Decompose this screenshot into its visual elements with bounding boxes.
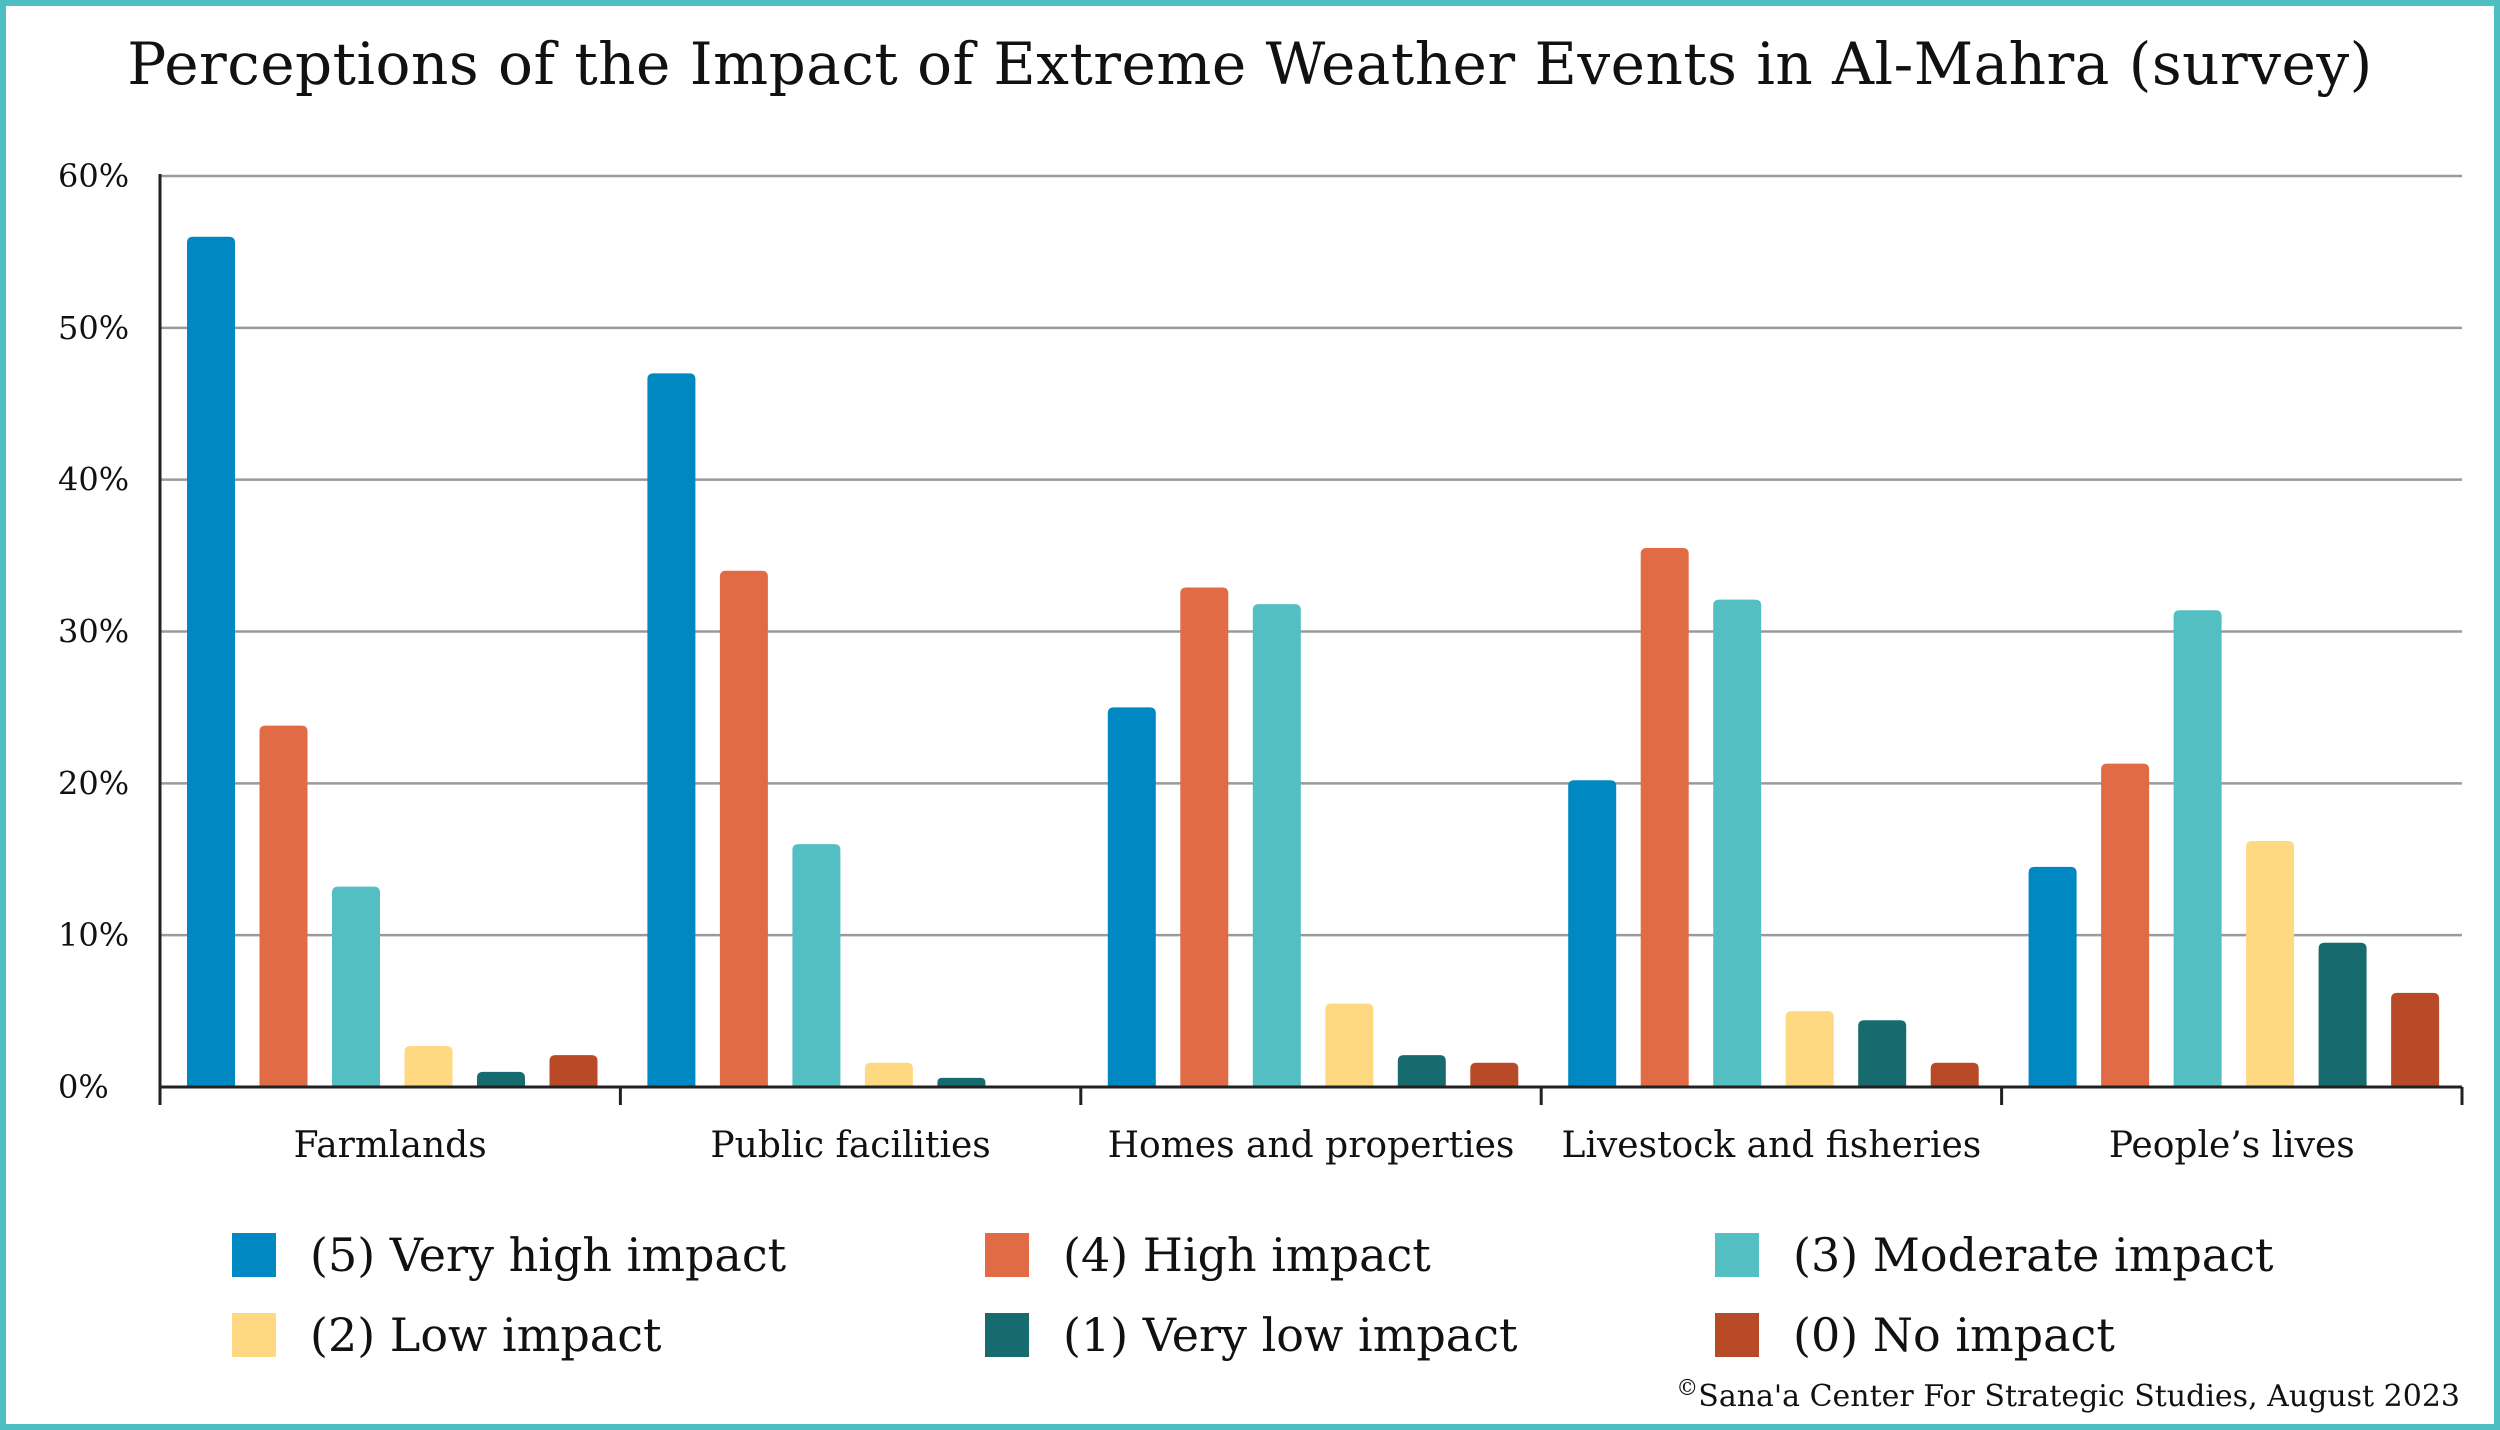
- y-tick-label: 40%: [58, 461, 129, 499]
- bar-livestock-and-fisheries-series-0: [1568, 780, 1617, 1087]
- bar-people-s-lives-series-4: [2318, 942, 2367, 1087]
- bar-public-facilities-series-4: [937, 1077, 986, 1087]
- bar-homes-and-properties-series-2: [1252, 604, 1301, 1087]
- bar-livestock-and-fisheries-series-5: [1930, 1062, 1979, 1087]
- bar-homes-and-properties-series-5: [1470, 1062, 1519, 1087]
- bar-public-facilities-series-1: [719, 570, 768, 1087]
- legend-label: (2) Low impact: [310, 1308, 662, 1362]
- bar-people-s-lives-series-0: [2028, 866, 2077, 1087]
- category-label: Public facilities: [710, 1125, 990, 1166]
- legend-swatch: [985, 1313, 1029, 1357]
- bar-people-s-lives-series-2: [2173, 610, 2222, 1087]
- y-tick-label: 30%: [58, 613, 129, 651]
- bar-homes-and-properties-series-4: [1397, 1055, 1446, 1087]
- bar-people-s-lives-series-1: [2101, 763, 2150, 1087]
- bar-livestock-and-fisheries-series-1: [1640, 547, 1689, 1087]
- legend-label: (4) High impact: [1063, 1228, 1431, 1282]
- copyright-symbol: ©: [1676, 1376, 1699, 1401]
- bar-farmlands-series-3: [404, 1046, 453, 1087]
- bar-people-s-lives-series-5: [2391, 992, 2440, 1087]
- category-label: People’s lives: [2109, 1125, 2355, 1166]
- legend-swatch: [985, 1233, 1029, 1277]
- legend-label: (3) Moderate impact: [1793, 1228, 2274, 1282]
- bar-farmlands-series-5: [549, 1055, 598, 1087]
- category-label: Livestock and fisheries: [1562, 1125, 1982, 1166]
- legend-swatch: [232, 1233, 276, 1277]
- legend-item: (5) Very high impact: [232, 1228, 787, 1282]
- bar-public-facilities-series-2: [792, 844, 841, 1087]
- bar-farmlands-series-1: [259, 725, 308, 1087]
- legend-label: (5) Very high impact: [310, 1228, 787, 1282]
- y-tick-label: 0%: [58, 1068, 109, 1106]
- bar-homes-and-properties-series-3: [1325, 1003, 1374, 1087]
- bar-homes-and-properties-series-0: [1107, 707, 1156, 1087]
- credit-text: Sana'a Center For Strategic Studies, Aug…: [1698, 1379, 2460, 1414]
- legend-item: (4) High impact: [985, 1228, 1431, 1282]
- chart-title: Perceptions of the Impact of Extreme Wea…: [127, 30, 2373, 98]
- bar-public-facilities-series-0: [647, 373, 696, 1088]
- category-label: Homes and properties: [1108, 1125, 1515, 1166]
- legend-label: (1) Very low impact: [1063, 1308, 1518, 1362]
- bar-farmlands-series-0: [187, 236, 235, 1087]
- legend-swatch: [1715, 1233, 1759, 1277]
- bar-public-facilities-series-3: [864, 1062, 913, 1087]
- legend-label: (0) No impact: [1793, 1308, 2115, 1362]
- bar-farmlands-series-4: [477, 1071, 525, 1087]
- legend-item: (2) Low impact: [232, 1308, 662, 1362]
- y-tick-label: 50%: [58, 309, 129, 347]
- bar-farmlands-series-2: [332, 886, 380, 1087]
- category-label: Farmlands: [294, 1125, 487, 1166]
- legend-swatch: [1715, 1313, 1759, 1357]
- legend-item: (1) Very low impact: [985, 1308, 1518, 1362]
- legend-swatch: [232, 1313, 276, 1357]
- y-tick-label: 10%: [58, 916, 129, 954]
- y-tick-label: 20%: [58, 764, 129, 802]
- bar-homes-and-properties-series-1: [1180, 587, 1229, 1087]
- bar-people-s-lives-series-3: [2246, 841, 2295, 1087]
- bar-livestock-and-fisheries-series-2: [1713, 599, 1762, 1087]
- bar-livestock-and-fisheries-series-4: [1858, 1020, 1907, 1087]
- y-tick-label: 60%: [58, 157, 129, 195]
- source-credit: ©Sana'a Center For Strategic Studies, Au…: [1676, 1376, 2460, 1414]
- legend-item: (0) No impact: [1715, 1308, 2115, 1362]
- legend-item: (3) Moderate impact: [1715, 1228, 2274, 1282]
- bar-livestock-and-fisheries-series-3: [1785, 1011, 1834, 1087]
